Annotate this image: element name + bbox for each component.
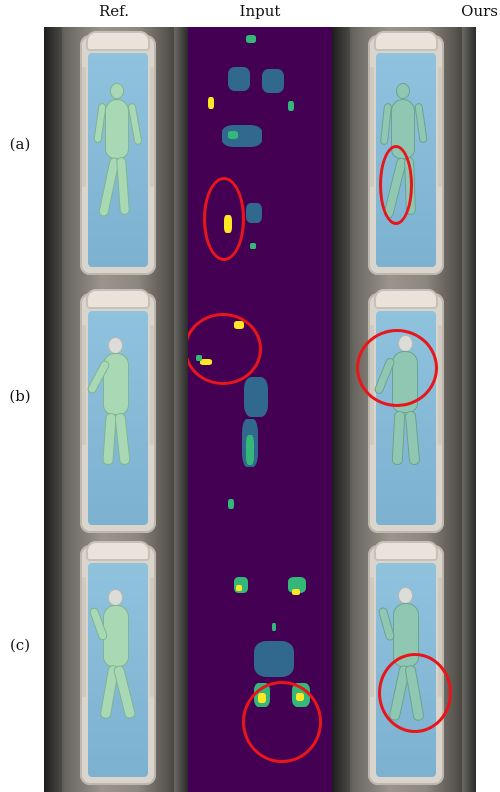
column-header-ours: Ours — [461, 2, 498, 20]
highlight-circle — [203, 177, 245, 261]
highlight-circle — [188, 313, 262, 385]
input-heatmap-c — [188, 537, 332, 792]
column-header-ref: Ref. — [99, 2, 129, 20]
ours-image-b — [332, 285, 476, 537]
ref-image-b — [44, 285, 188, 537]
row-label-a: (a) — [9, 135, 31, 153]
row-label-b: (b) — [9, 387, 31, 405]
input-heatmap-b — [188, 285, 332, 537]
highlight-circle — [356, 329, 438, 407]
ours-image-c — [332, 537, 476, 792]
highlight-circle — [378, 653, 452, 733]
highlight-circle — [242, 681, 322, 763]
ref-image-a — [44, 27, 188, 285]
column-header-input: Input — [239, 2, 281, 20]
highlight-circle — [379, 145, 413, 225]
row-label-c: (c) — [9, 636, 31, 654]
ref-image-c — [44, 537, 188, 792]
input-heatmap-a — [188, 27, 332, 285]
ours-image-a — [332, 27, 476, 285]
